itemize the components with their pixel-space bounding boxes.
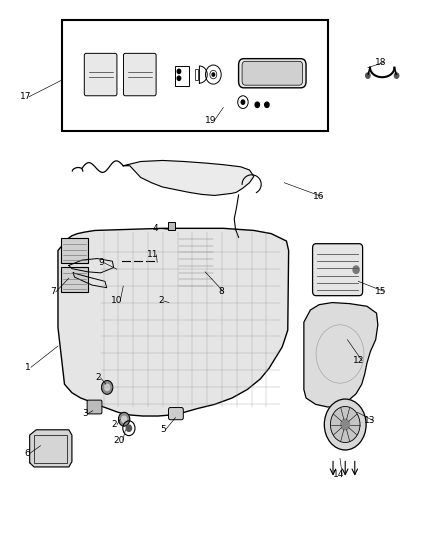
Bar <box>168 222 176 230</box>
Bar <box>61 267 88 293</box>
Text: 9: 9 <box>99 259 104 267</box>
Text: 2: 2 <box>95 373 101 382</box>
Circle shape <box>394 73 399 78</box>
Bar <box>175 66 188 86</box>
FancyBboxPatch shape <box>169 408 184 419</box>
Circle shape <box>102 381 113 394</box>
Text: 2: 2 <box>112 420 117 429</box>
Text: 12: 12 <box>353 357 364 366</box>
Text: 14: 14 <box>333 470 344 479</box>
Circle shape <box>212 73 215 76</box>
Circle shape <box>366 73 370 78</box>
Polygon shape <box>73 273 107 288</box>
Circle shape <box>330 407 360 442</box>
Circle shape <box>118 413 130 426</box>
Text: 10: 10 <box>111 296 123 305</box>
Circle shape <box>126 425 131 431</box>
Polygon shape <box>58 228 289 416</box>
Circle shape <box>105 384 110 391</box>
Text: 2: 2 <box>158 296 164 305</box>
FancyBboxPatch shape <box>84 53 117 96</box>
Bar <box>178 230 215 289</box>
Text: 5: 5 <box>160 425 166 434</box>
Text: 7: 7 <box>50 287 56 296</box>
Circle shape <box>177 69 181 74</box>
Text: 8: 8 <box>218 287 224 296</box>
Text: 17: 17 <box>20 92 31 101</box>
Polygon shape <box>30 430 72 467</box>
Bar <box>117 253 160 284</box>
Circle shape <box>177 76 181 80</box>
FancyBboxPatch shape <box>242 61 303 85</box>
FancyBboxPatch shape <box>313 244 363 296</box>
Text: 18: 18 <box>375 58 386 67</box>
Text: 11: 11 <box>147 251 159 260</box>
Circle shape <box>122 416 127 422</box>
FancyBboxPatch shape <box>87 400 102 414</box>
Text: 4: 4 <box>153 224 159 233</box>
Polygon shape <box>123 160 254 196</box>
Bar <box>62 20 328 131</box>
Circle shape <box>341 419 350 430</box>
Circle shape <box>265 102 269 108</box>
Text: 3: 3 <box>82 409 88 418</box>
FancyBboxPatch shape <box>239 59 306 88</box>
Text: 16: 16 <box>313 192 324 201</box>
Bar <box>61 238 88 263</box>
Polygon shape <box>69 259 114 273</box>
FancyBboxPatch shape <box>124 53 156 96</box>
Bar <box>194 69 198 80</box>
Text: 1: 1 <box>25 363 31 372</box>
Bar <box>35 435 67 463</box>
Text: 13: 13 <box>364 416 375 425</box>
FancyBboxPatch shape <box>170 286 180 301</box>
Polygon shape <box>304 303 378 407</box>
Circle shape <box>241 100 245 104</box>
Text: 6: 6 <box>25 449 30 458</box>
Circle shape <box>353 266 359 273</box>
Text: 19: 19 <box>205 116 216 125</box>
Circle shape <box>255 102 259 108</box>
Text: 20: 20 <box>114 436 125 445</box>
Text: 15: 15 <box>375 287 386 296</box>
Circle shape <box>324 399 366 450</box>
